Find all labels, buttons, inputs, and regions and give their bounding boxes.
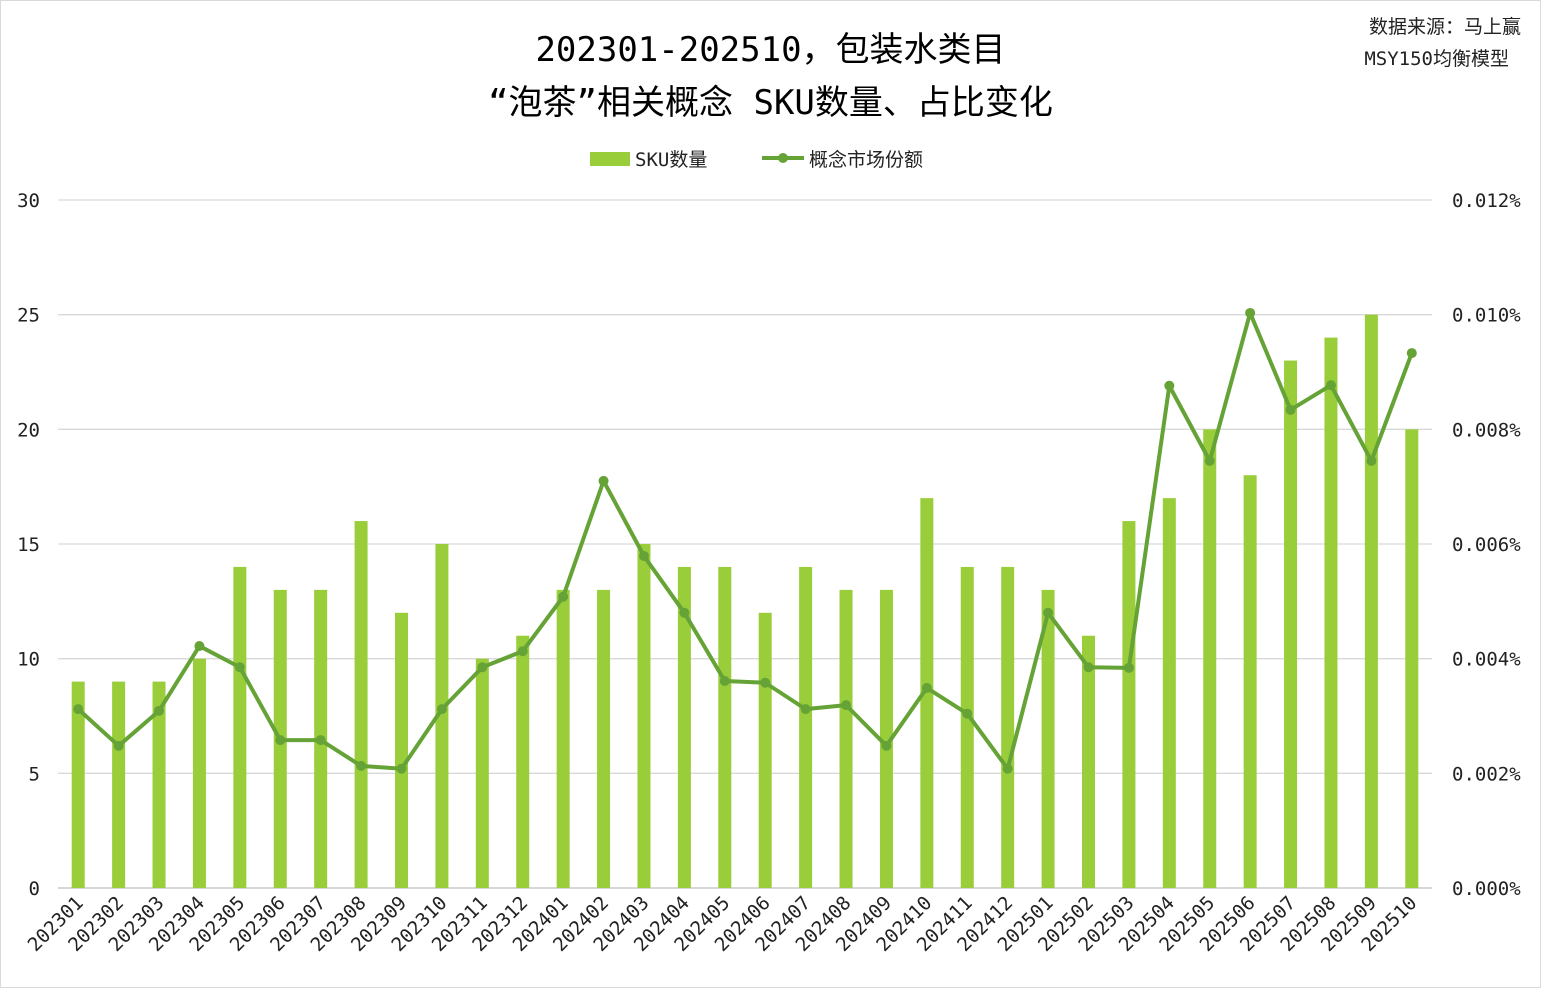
- y-right-tick-label: 0.004%: [1452, 649, 1521, 671]
- bar-202408: [839, 589, 853, 888]
- bar-202304: [192, 658, 206, 888]
- legend-line-label: 概念市场份额: [809, 148, 923, 171]
- share-point-202309: [396, 763, 407, 774]
- bar-202406: [758, 612, 772, 888]
- bar-202503: [1122, 521, 1136, 888]
- share-point-202411: [962, 708, 973, 719]
- bar-202412: [1001, 566, 1015, 888]
- bar-202305: [233, 566, 247, 888]
- share-point-202501: [1043, 607, 1054, 618]
- bar-202312: [516, 635, 530, 888]
- share-point-202312: [517, 646, 528, 657]
- share-point-202508: [1325, 380, 1336, 391]
- bar-202509: [1364, 314, 1378, 889]
- bar-202504: [1162, 498, 1176, 888]
- bar-202309: [395, 612, 408, 888]
- share-point-202306: [275, 735, 286, 746]
- share-point-202408: [841, 700, 852, 711]
- share-point-202305: [234, 662, 245, 673]
- bar-202510: [1405, 429, 1419, 888]
- share-point-202412: [1002, 763, 1013, 774]
- y-right-tick-label: 0.000%: [1452, 878, 1521, 900]
- bar-202401: [556, 589, 570, 888]
- y-right-tick-label: 0.010%: [1452, 305, 1521, 327]
- share-point-202311: [477, 662, 488, 673]
- share-point-202401: [558, 591, 569, 602]
- bar-202404: [677, 566, 691, 888]
- share-point-202407: [800, 704, 811, 715]
- source-line2: MSY150均衡模型: [1364, 48, 1509, 70]
- y-left-tick-label: 30: [17, 190, 40, 212]
- y-right-tick-label: 0.002%: [1452, 763, 1521, 785]
- bar-202506: [1243, 475, 1257, 888]
- share-point-202502: [1083, 662, 1094, 673]
- bar-202311: [475, 658, 489, 888]
- share-line: [76, 310, 1414, 771]
- bar-202501: [1041, 589, 1055, 888]
- share-point-202303: [154, 705, 165, 716]
- share-point-202302: [113, 740, 124, 751]
- chart-title-line2: “泡茶”相关概念 SKU数量、占比变化: [488, 83, 1053, 123]
- legend-bar-label: SKU数量: [635, 149, 707, 171]
- share-point-202404: [679, 607, 690, 618]
- bar-202410: [920, 498, 934, 888]
- share-point-202402: [598, 475, 609, 486]
- share-point-202503: [1123, 662, 1134, 673]
- bar-202308: [354, 521, 368, 888]
- bar-202507: [1284, 360, 1298, 888]
- bar-202409: [879, 589, 893, 888]
- y-left-tick-label: 10: [17, 649, 40, 671]
- chart-title-line1: 202301-202510，包装水类目: [535, 30, 1006, 70]
- share-point-202504: [1164, 380, 1175, 391]
- share-point-202409: [881, 740, 892, 751]
- share-point-202304: [194, 641, 205, 652]
- share-point-202505: [1204, 455, 1215, 466]
- bar-202301: [71, 681, 85, 888]
- legend-line-marker: [778, 153, 788, 163]
- bar-202502: [1082, 635, 1095, 888]
- share-point-202307: [315, 735, 326, 746]
- bar-202405: [718, 566, 732, 888]
- y-left-tick-label: 15: [17, 534, 40, 556]
- bar-202407: [799, 566, 813, 888]
- bar-202403: [637, 544, 651, 888]
- bar-202505: [1203, 429, 1217, 888]
- share-point-202506: [1245, 307, 1256, 318]
- bar-202508: [1324, 337, 1338, 889]
- bar-202402: [597, 589, 611, 888]
- share-point-202301: [73, 704, 84, 715]
- share-point-202507: [1285, 404, 1296, 415]
- share-point-202406: [760, 677, 771, 688]
- y-left-tick-label: 0: [29, 878, 40, 900]
- y-right-tick-label: 0.008%: [1452, 419, 1521, 441]
- bar-202310: [435, 544, 449, 888]
- share-point-202410: [921, 682, 932, 693]
- source-line1: 数据来源：马上赢: [1368, 16, 1521, 38]
- share-point-202510: [1406, 348, 1417, 359]
- y-left-tick-label: 5: [29, 763, 40, 785]
- share-point-202405: [719, 676, 730, 687]
- y-left-tick-label: 20: [17, 419, 40, 441]
- share-point-202509: [1366, 455, 1377, 466]
- share-point-202403: [638, 551, 649, 562]
- bar-202411: [960, 566, 974, 888]
- share-point-202308: [356, 760, 367, 771]
- y-left-tick-label: 25: [17, 305, 40, 327]
- bar-202302: [112, 681, 126, 888]
- y-right-tick-label: 0.012%: [1452, 190, 1521, 212]
- share-point-202310: [436, 704, 447, 715]
- bar-202303: [152, 681, 166, 888]
- legend-bar-swatch: [590, 152, 630, 166]
- y-right-tick-label: 0.006%: [1452, 534, 1521, 556]
